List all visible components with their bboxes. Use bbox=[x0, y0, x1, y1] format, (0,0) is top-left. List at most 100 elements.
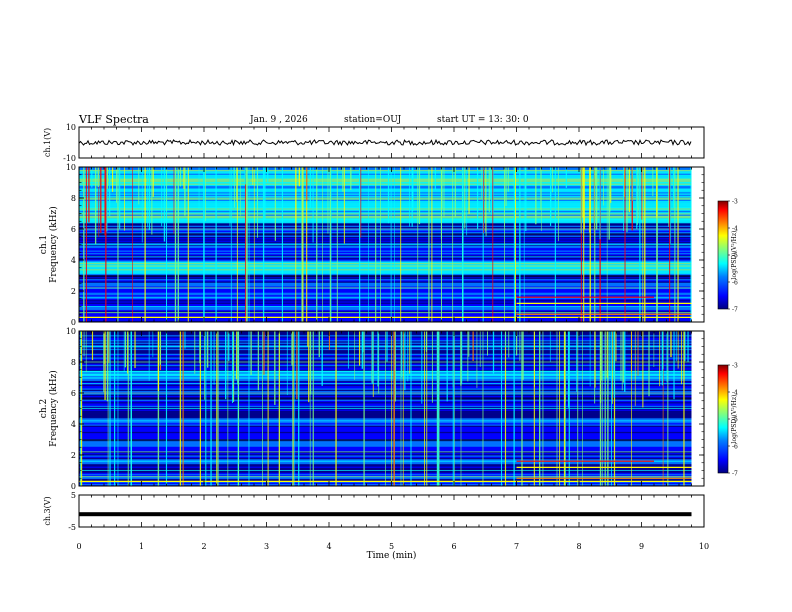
frequency-band bbox=[79, 319, 692, 322]
frequency-band bbox=[79, 174, 692, 177]
frequency-band bbox=[79, 298, 692, 301]
y-tick-label: 6 bbox=[71, 389, 76, 398]
frequency-band bbox=[79, 277, 692, 280]
no-data-region bbox=[691, 167, 704, 322]
frequency-band bbox=[79, 195, 692, 198]
frequency-band bbox=[79, 294, 692, 297]
frequency-band bbox=[79, 302, 692, 304]
frequency-band bbox=[79, 266, 692, 268]
frequency-band bbox=[79, 216, 692, 219]
x-tick-label: 8 bbox=[576, 542, 581, 551]
frequency-band bbox=[79, 313, 692, 316]
frequency-band bbox=[79, 286, 692, 288]
frequency-band bbox=[79, 261, 692, 263]
frequency-band bbox=[79, 241, 692, 244]
frequency-band bbox=[79, 225, 692, 228]
colorbar-tick-label: -4 bbox=[732, 226, 738, 233]
frequency-band bbox=[79, 248, 692, 251]
frequency-band bbox=[79, 194, 692, 197]
frequency-band bbox=[79, 209, 692, 211]
colorbar-tick-label: -7 bbox=[732, 307, 738, 314]
colorbar-label: log(PSD)(V²/Hz) bbox=[731, 231, 738, 280]
y-axis-label: ch.1 bbox=[39, 235, 49, 254]
frequency-band bbox=[79, 282, 692, 285]
frequency-band bbox=[79, 269, 692, 272]
frequency-band bbox=[79, 226, 692, 229]
y-axis-label: ch.3(V) bbox=[43, 496, 52, 525]
y-tick-label: 5 bbox=[71, 491, 76, 500]
y-tick-label: 2 bbox=[71, 287, 76, 296]
frequency-band bbox=[79, 247, 692, 250]
frequency-band bbox=[79, 179, 692, 182]
frequency-band bbox=[79, 169, 692, 172]
frequency-band bbox=[79, 188, 692, 190]
y-tick-label: 4 bbox=[71, 420, 76, 429]
x-tick-label: 3 bbox=[264, 542, 269, 551]
frequency-band bbox=[79, 193, 692, 195]
y-tick-label: 10 bbox=[66, 327, 76, 336]
frequency-band bbox=[79, 288, 692, 291]
date-label: Jan. 9 , 2026 bbox=[250, 115, 308, 125]
frequency-band bbox=[79, 267, 692, 270]
frequency-band bbox=[79, 230, 692, 232]
colorbar-tick-label: -6 bbox=[732, 444, 738, 451]
frequency-band bbox=[79, 263, 692, 266]
frequency-band bbox=[79, 272, 692, 275]
x-tick-label: 4 bbox=[326, 542, 331, 551]
frequency-band bbox=[79, 309, 692, 312]
colorbar-tick-label: -7 bbox=[732, 471, 738, 478]
frequency-band bbox=[79, 293, 692, 296]
colorbar-tick-label: -3 bbox=[732, 199, 738, 206]
colorbar-tick-label: -6 bbox=[732, 280, 738, 287]
frequency-band bbox=[79, 171, 692, 174]
colorbar-tick-label: -4 bbox=[732, 390, 738, 397]
no-data-region bbox=[691, 331, 704, 486]
frequency-band bbox=[79, 205, 692, 208]
frequency-band bbox=[79, 214, 692, 216]
y-axis-label: Frequency (kHz) bbox=[48, 370, 59, 447]
x-tick-label: 7 bbox=[514, 542, 519, 551]
frequency-band bbox=[79, 175, 692, 178]
y-tick-label: 6 bbox=[71, 225, 76, 234]
frequency-band bbox=[79, 279, 692, 282]
frequency-band bbox=[79, 304, 692, 307]
frequency-band bbox=[79, 253, 692, 256]
frequency-band bbox=[79, 217, 692, 220]
frequency-band bbox=[79, 318, 692, 321]
y-tick-label: 4 bbox=[71, 256, 76, 265]
frequency-band bbox=[79, 202, 692, 205]
frequency-band bbox=[79, 273, 692, 276]
frequency-band bbox=[79, 299, 692, 302]
frequency-band bbox=[79, 173, 692, 175]
frequency-band bbox=[79, 235, 692, 237]
frequency-band bbox=[79, 200, 692, 203]
frequency-band bbox=[79, 167, 692, 169]
y-tick-label: 8 bbox=[71, 194, 76, 203]
frequency-band bbox=[79, 252, 692, 255]
frequency-band bbox=[79, 264, 692, 267]
colorbar bbox=[717, 364, 729, 474]
frequency-band bbox=[79, 176, 692, 179]
frequency-band bbox=[79, 260, 692, 262]
y-tick-label: 8 bbox=[71, 358, 76, 367]
frequency-band bbox=[79, 289, 692, 292]
x-tick-label: 1 bbox=[139, 542, 144, 551]
x-tick-label: 0 bbox=[76, 542, 81, 551]
frequency-band bbox=[79, 292, 692, 294]
y-tick-label: 0 bbox=[71, 318, 76, 327]
y-tick-label: 10 bbox=[66, 123, 76, 132]
frequency-band bbox=[79, 314, 692, 317]
colorbar-tick-label: -3 bbox=[732, 363, 738, 370]
frequency-band bbox=[79, 250, 692, 252]
frequency-band bbox=[79, 258, 692, 261]
frequency-band bbox=[79, 255, 692, 257]
colorbar-label: log(PSD)(V²/Hz) bbox=[731, 395, 738, 444]
frequency-band bbox=[79, 221, 692, 224]
frequency-band bbox=[79, 291, 692, 293]
frequency-band bbox=[79, 281, 692, 283]
frequency-band bbox=[79, 191, 692, 194]
x-tick-label: 9 bbox=[639, 542, 644, 551]
y-tick-label: 2 bbox=[71, 451, 76, 460]
frequency-band bbox=[79, 236, 692, 239]
